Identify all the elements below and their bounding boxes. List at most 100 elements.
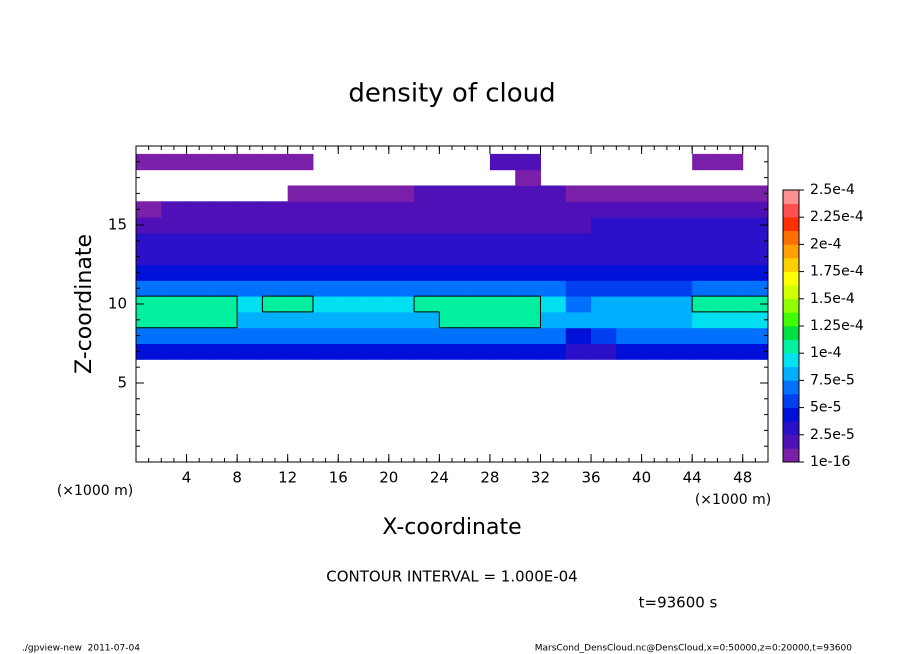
cell bbox=[439, 248, 466, 265]
cell bbox=[540, 217, 567, 234]
cell bbox=[565, 280, 592, 297]
cell bbox=[717, 201, 744, 218]
cell bbox=[439, 296, 466, 313]
x-axis-label: X-coordinate bbox=[382, 515, 521, 540]
cell bbox=[641, 343, 668, 360]
cell bbox=[489, 201, 516, 218]
cell bbox=[161, 232, 188, 250]
cell bbox=[237, 296, 263, 313]
cell bbox=[136, 280, 162, 297]
cell bbox=[338, 217, 365, 234]
cell bbox=[540, 296, 567, 313]
x-tick-label: 48 bbox=[733, 469, 752, 487]
cell bbox=[136, 343, 162, 360]
cell bbox=[565, 343, 592, 360]
cell bbox=[439, 327, 466, 344]
cell bbox=[338, 264, 365, 281]
cell bbox=[742, 343, 769, 360]
colorbar-band bbox=[783, 407, 799, 422]
cell bbox=[717, 248, 744, 265]
cell bbox=[464, 248, 491, 265]
cell bbox=[717, 311, 744, 329]
cell bbox=[136, 153, 162, 171]
cell bbox=[616, 280, 643, 297]
cell bbox=[338, 343, 365, 360]
cell bbox=[439, 264, 466, 281]
cell bbox=[515, 311, 541, 329]
cell bbox=[515, 280, 541, 297]
cell bbox=[666, 327, 693, 344]
cell bbox=[666, 217, 693, 234]
y-tick-label: 5 bbox=[117, 374, 127, 392]
cell bbox=[692, 185, 718, 202]
cell bbox=[312, 185, 339, 202]
cell bbox=[742, 217, 769, 234]
cell bbox=[262, 343, 289, 360]
cell bbox=[211, 296, 238, 313]
cell bbox=[237, 343, 263, 360]
cell bbox=[287, 201, 314, 218]
cell bbox=[591, 327, 617, 344]
cell bbox=[692, 280, 718, 297]
cell bbox=[414, 217, 440, 234]
cell bbox=[414, 327, 440, 344]
cell bbox=[565, 217, 592, 234]
y-axis-label: Z-coordinate bbox=[72, 234, 97, 374]
cell bbox=[565, 232, 592, 250]
x-unit: (×1000 m) bbox=[695, 492, 771, 508]
y-unit: (×1000 m) bbox=[57, 483, 133, 499]
cell bbox=[414, 311, 440, 329]
colorbar-band bbox=[783, 217, 799, 232]
cell bbox=[515, 232, 541, 250]
cell bbox=[186, 153, 213, 171]
cell bbox=[540, 327, 567, 344]
cell bbox=[211, 343, 238, 360]
cell bbox=[161, 217, 188, 234]
x-tick-label: 28 bbox=[480, 469, 499, 487]
cell bbox=[312, 232, 339, 250]
cell bbox=[161, 280, 188, 297]
cell bbox=[439, 343, 466, 360]
cell bbox=[363, 327, 390, 344]
cell bbox=[388, 248, 415, 265]
colorbar-tick-label: 2.25e-4 bbox=[810, 209, 864, 225]
cell bbox=[489, 217, 516, 234]
cell bbox=[464, 280, 491, 297]
cell bbox=[666, 264, 693, 281]
cell bbox=[312, 311, 339, 329]
cell bbox=[161, 201, 188, 218]
cell bbox=[262, 153, 289, 171]
colorbar-band bbox=[783, 448, 799, 463]
contour-label: CONTOUR INTERVAL = 1.000E-04 bbox=[326, 568, 577, 586]
cell bbox=[717, 280, 744, 297]
cell bbox=[136, 264, 162, 281]
cell bbox=[515, 343, 541, 360]
cell bbox=[439, 217, 466, 234]
colorbar-band bbox=[783, 312, 799, 327]
colorbar-band bbox=[783, 258, 799, 272]
cell bbox=[287, 264, 314, 281]
cell bbox=[540, 232, 567, 250]
cell bbox=[641, 296, 668, 313]
colorbar-band bbox=[783, 271, 799, 286]
cell bbox=[692, 248, 718, 265]
cell bbox=[262, 296, 289, 313]
cell bbox=[186, 217, 213, 234]
cell bbox=[591, 264, 617, 281]
cell bbox=[211, 327, 238, 344]
cell bbox=[161, 327, 188, 344]
cell bbox=[591, 217, 617, 234]
cell bbox=[666, 232, 693, 250]
time-label: t=93600 s bbox=[639, 594, 718, 612]
cell bbox=[136, 327, 162, 344]
cell bbox=[489, 327, 516, 344]
cell bbox=[565, 264, 592, 281]
colorbar-band bbox=[783, 380, 799, 395]
colorbar-band bbox=[783, 285, 799, 300]
cell bbox=[186, 232, 213, 250]
colorbar-tick-label: 1.5e-4 bbox=[810, 291, 855, 307]
cell bbox=[414, 201, 440, 218]
cell bbox=[742, 327, 769, 344]
cell bbox=[591, 296, 617, 313]
cell bbox=[312, 201, 339, 218]
